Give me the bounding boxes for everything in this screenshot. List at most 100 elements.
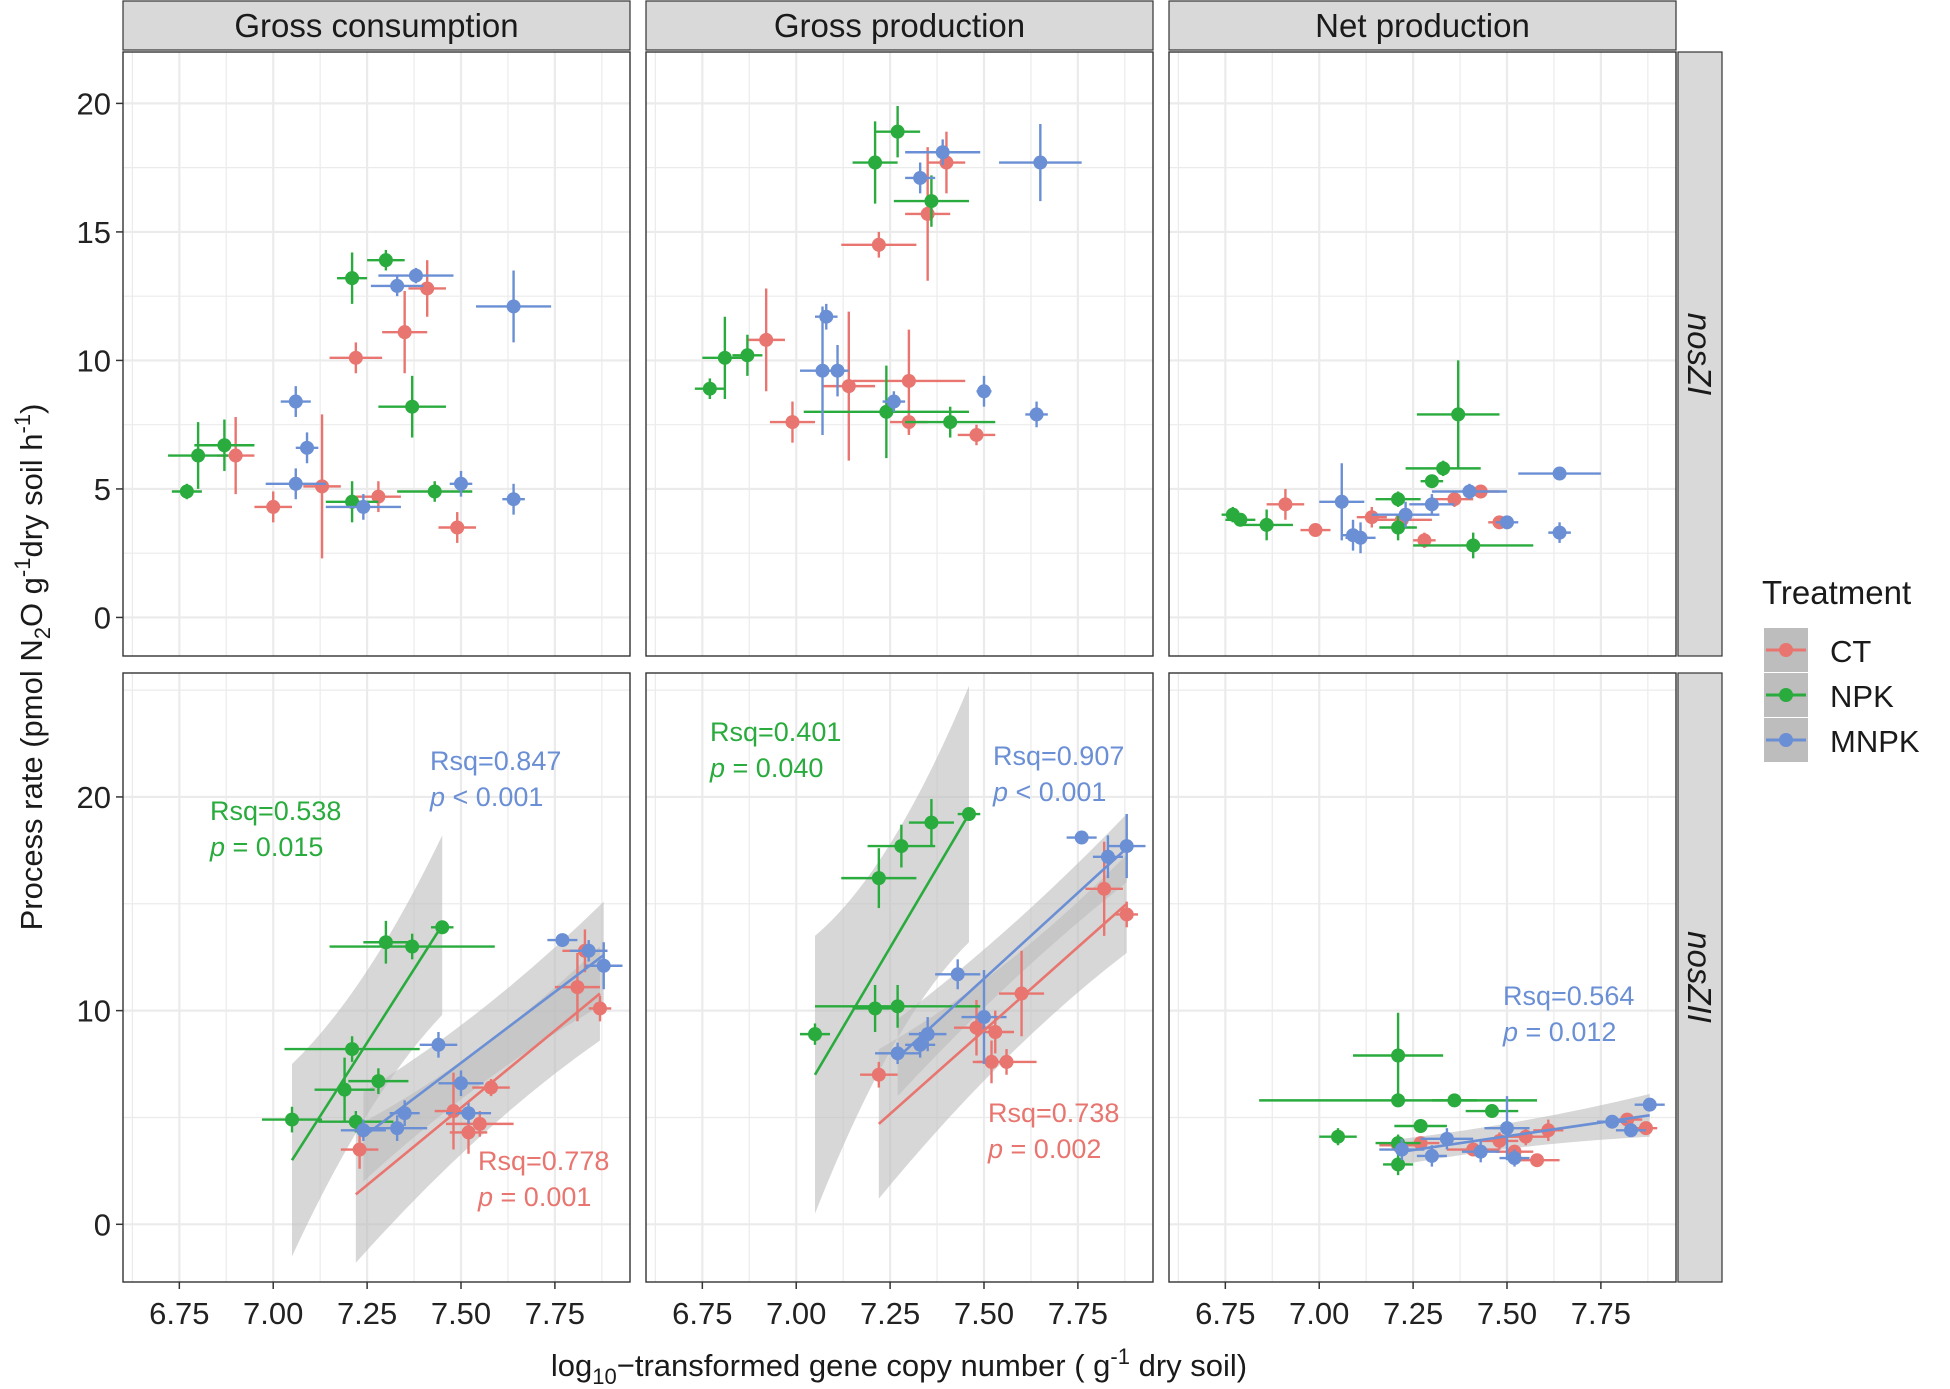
data-point-npk: [397, 481, 473, 502]
panel-border: [1168, 672, 1677, 1283]
column-title-net-production: Net production: [1315, 7, 1530, 44]
data-point-mnpk: [1345, 522, 1376, 554]
data-point-ct: [340, 1130, 379, 1169]
point-marker: [913, 170, 928, 185]
point-marker: [461, 1106, 476, 1121]
point-marker: [969, 427, 984, 442]
point-marker: [454, 476, 468, 491]
point-marker: [702, 381, 717, 396]
data-point-mnpk: [826, 345, 849, 397]
point-marker: [1462, 484, 1477, 499]
point-marker: [356, 499, 371, 514]
point-marker: [1364, 510, 1379, 525]
point-marker: [266, 499, 281, 514]
point-marker: [1398, 507, 1413, 522]
data-point-mnpk: [370, 275, 424, 297]
point-marker: [894, 839, 909, 854]
x-axis-label: log10−transformed gene copy number ( g-1…: [551, 1344, 1247, 1389]
point-marker: [1424, 474, 1439, 489]
data-point-mnpk: [1499, 1149, 1530, 1167]
point-marker: [1507, 1151, 1522, 1166]
data-point-mnpk: [1379, 1138, 1425, 1161]
point-marker: [1447, 492, 1462, 507]
point-marker: [868, 155, 883, 170]
point-marker: [1391, 1048, 1406, 1063]
y-tick-label: 0: [94, 1207, 111, 1242]
rsq-label-ct: Rsq=0.738: [988, 1098, 1119, 1128]
regression-line-npk: [290, 924, 444, 1161]
data-point-ct: [1634, 1121, 1658, 1136]
point-marker: [1308, 523, 1323, 538]
data-point-mnpk: [265, 468, 326, 500]
point-marker: [759, 332, 774, 347]
panel-6: Rsq=0.564 p = 0.012 6.75 7.00 7.25 7.50 7.75: [1168, 672, 1677, 1331]
point-marker: [1417, 533, 1432, 548]
point-marker: [1033, 155, 1048, 170]
point-marker: [785, 415, 800, 430]
data-point-ct: [860, 1061, 898, 1088]
data-point-npk: [893, 175, 969, 227]
point-marker: [506, 492, 521, 507]
data-point-npk: [1413, 532, 1534, 559]
point-marker: [285, 1112, 299, 1127]
data-point-mnpk: [1107, 814, 1146, 879]
data-point-ct: [976, 1049, 1037, 1075]
x-tick-label: 7.25: [337, 1296, 397, 1331]
point-marker: [228, 448, 243, 463]
p-value-label-mnpk: p < 0.001: [992, 777, 1106, 807]
x-tick-label: 6.75: [1195, 1296, 1255, 1331]
point-marker: [371, 1074, 386, 1089]
y-tick-label: 10: [77, 343, 111, 378]
x-tick-label: 7.00: [243, 1296, 303, 1331]
data-point-npk: [1394, 1119, 1447, 1134]
data-point-mnpk: [584, 942, 623, 990]
point-marker: [592, 1001, 607, 1016]
data-point-npk: [367, 249, 405, 271]
data-point-mnpk: [325, 494, 401, 520]
point-marker: [288, 394, 303, 409]
point-marker: [1439, 1131, 1454, 1146]
point-marker: [1451, 407, 1466, 422]
point-marker: [1424, 1148, 1439, 1163]
data-point-mnpk: [905, 162, 936, 194]
data-point-npk: [1240, 509, 1293, 541]
point-marker: [345, 1042, 360, 1057]
data-point-npk: [284, 1036, 420, 1062]
data-point-ct: [957, 424, 996, 446]
point-marker: [1278, 497, 1293, 512]
point-marker: [935, 145, 950, 160]
data-point-mnpk: [569, 940, 608, 962]
point-marker: [371, 489, 386, 504]
point-marker: [337, 1082, 352, 1097]
panel-border: [645, 672, 1154, 1283]
point-marker: [988, 1024, 1003, 1039]
point-marker: [1424, 497, 1439, 512]
point-marker: [871, 871, 886, 886]
data-point-mnpk: [378, 267, 454, 284]
panel-background: [123, 52, 630, 656]
point-marker: [405, 399, 420, 414]
point-marker: [1334, 494, 1349, 509]
x-tick-label: 7.25: [860, 1296, 920, 1331]
y-tick-label: 20: [77, 86, 111, 121]
point-marker: [879, 404, 894, 419]
point-marker: [450, 520, 465, 535]
point-marker: [1552, 466, 1567, 481]
regression-line-mnpk: [896, 847, 1128, 1059]
data-point-npk: [194, 419, 255, 471]
point-marker: [890, 999, 905, 1014]
data-point-mnpk: [1634, 1097, 1665, 1112]
data-point-ct: [1115, 901, 1138, 928]
data-point-npk: [337, 252, 368, 304]
point-marker: [1353, 530, 1368, 545]
data-point-mnpk: [1484, 1096, 1530, 1161]
data-point-ct: [254, 491, 292, 523]
data-point-mnpk: [295, 432, 319, 464]
data-point-npk: [694, 378, 725, 399]
data-point-npk: [261, 1106, 323, 1133]
point-marker: [890, 1046, 905, 1061]
data-point-mnpk: [1025, 401, 1048, 428]
data-point-mnpk: [1371, 501, 1440, 528]
data-point-mnpk: [419, 1031, 458, 1058]
point-marker: [1391, 492, 1406, 507]
